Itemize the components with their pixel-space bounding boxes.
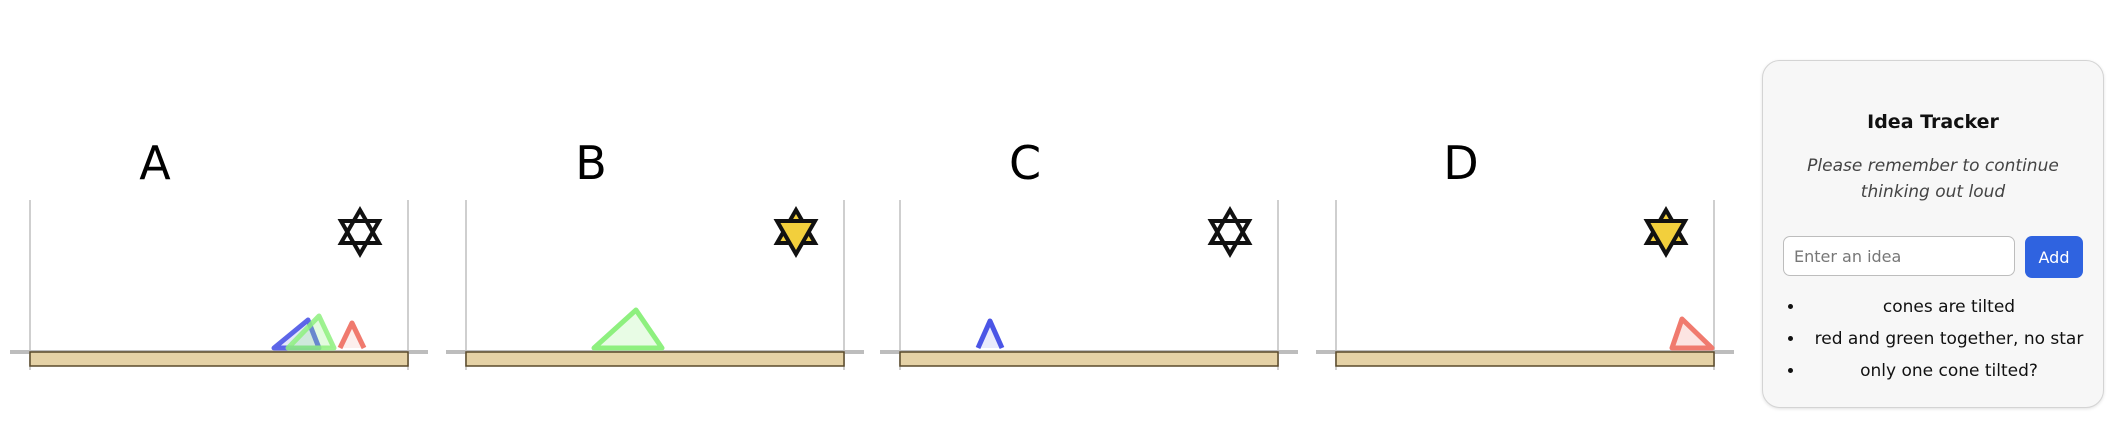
panel-c: C [880, 120, 1320, 380]
scene-d [1316, 200, 1734, 370]
panel-label: B [575, 136, 607, 190]
panel-label: C [1008, 136, 1042, 190]
star-icon [1643, 205, 1689, 259]
tracker-title: Idea Tracker [1867, 111, 1999, 133]
platform [465, 351, 845, 367]
panel-b: B [446, 120, 886, 380]
idea-input[interactable] [1783, 236, 2015, 276]
scene-a [10, 200, 428, 370]
idea-item: only one cone tilted? [1805, 355, 2093, 387]
star-icon [337, 205, 383, 259]
platform [29, 351, 409, 367]
panel-label: D [1443, 136, 1479, 190]
idea-item: cones are tilted [1805, 291, 2093, 323]
star-icon [1207, 205, 1253, 259]
idea-tracker-panel: Idea Tracker Please remember to continue… [1762, 60, 2104, 408]
star-icon [773, 205, 819, 259]
idea-item: red and green together, no star [1805, 323, 2093, 355]
tracker-subtitle: Please remember to continue thinking out… [1807, 156, 2059, 202]
platform [1335, 351, 1715, 367]
panel-label: A [139, 136, 171, 190]
green-cone-tilted [285, 313, 337, 351]
platform [899, 351, 1279, 367]
panel-a: A [10, 120, 450, 380]
red-cone-tilted [1669, 316, 1715, 351]
blue-cone-upright [975, 318, 1005, 350]
idea-list: cones are tilted red and green together,… [1791, 291, 2093, 387]
panel-d: D [1316, 120, 1756, 380]
red-cone-upright [337, 320, 367, 350]
add-idea-button[interactable]: Add [2025, 236, 2083, 278]
green-cone-tilted [591, 307, 665, 351]
scene-c [880, 200, 1298, 370]
scene-b [446, 200, 864, 370]
